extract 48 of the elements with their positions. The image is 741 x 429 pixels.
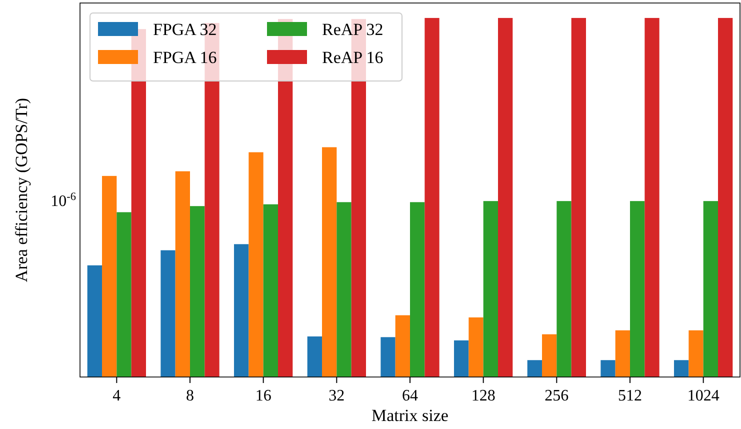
bar <box>571 18 586 377</box>
bar <box>556 201 572 377</box>
bar <box>160 250 176 377</box>
x-tick-label: 64 <box>402 387 418 404</box>
bar <box>615 330 630 377</box>
bar <box>688 330 704 377</box>
bar <box>116 212 132 377</box>
bar <box>600 360 616 377</box>
x-tick-label: 512 <box>618 387 642 404</box>
x-tick-label: 4 <box>112 387 121 404</box>
bar <box>703 201 718 377</box>
x-axis-title: Matrix size <box>372 406 448 425</box>
bar <box>483 201 498 377</box>
bar <box>674 360 689 377</box>
x-tick-label: 256 <box>544 387 569 404</box>
bar <box>175 171 190 377</box>
bar <box>307 336 322 377</box>
x-tick-label: 16 <box>255 387 272 404</box>
bar <box>248 152 264 377</box>
bar <box>468 317 484 377</box>
legend-label: FPGA 32 <box>153 20 217 39</box>
x-tick-label: 1024 <box>687 387 720 404</box>
bar <box>190 206 205 377</box>
bar <box>454 340 469 377</box>
x-tick-label: 128 <box>471 387 496 404</box>
bar <box>630 201 645 377</box>
bar <box>322 147 337 377</box>
x-tick-label: 32 <box>328 387 345 404</box>
legend-label: FPGA 16 <box>153 48 217 67</box>
bar <box>644 18 660 377</box>
bar <box>395 315 410 377</box>
bar <box>263 204 278 377</box>
bar <box>380 337 396 377</box>
bar <box>234 244 249 377</box>
bar <box>542 334 557 377</box>
text: 10$^{-6}$ <box>50 191 76 210</box>
y-axis-title: Area efficiency (GOPS/Tr) <box>12 98 31 282</box>
bar <box>102 176 117 377</box>
bar <box>718 18 733 377</box>
legend-label: ReAP 16 <box>322 48 384 67</box>
bar <box>498 18 513 377</box>
bar <box>424 18 440 377</box>
x-tick-label: 8 <box>186 387 194 404</box>
bar <box>87 265 102 377</box>
bar <box>410 202 425 377</box>
bar <box>336 202 352 377</box>
legend-label: ReAP 32 <box>322 20 384 39</box>
bar <box>527 360 542 377</box>
